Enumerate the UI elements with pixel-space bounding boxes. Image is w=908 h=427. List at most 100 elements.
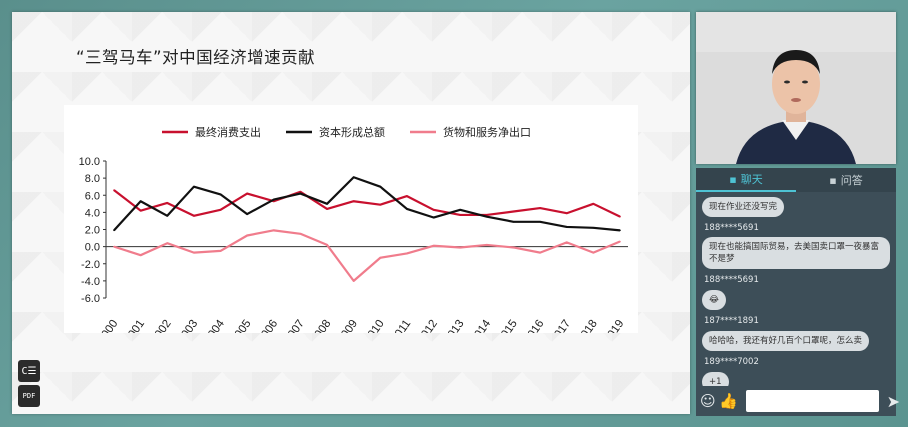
series-line-1 xyxy=(113,176,621,232)
data-point xyxy=(352,200,355,203)
chat-username: 188****5691 xyxy=(704,223,759,233)
data-point xyxy=(565,241,568,244)
data-point xyxy=(299,192,302,195)
x-tick-label: 2008 xyxy=(309,318,334,333)
emoji-icon[interactable]: ☺ xyxy=(700,392,716,410)
data-point xyxy=(193,185,195,188)
x-tick-label: 2018 xyxy=(575,318,600,333)
chat-input-bar: ☺ 👍 ➤ xyxy=(696,386,900,416)
data-point xyxy=(246,234,248,237)
data-point xyxy=(619,215,621,218)
x-tick-label: 2010 xyxy=(362,318,387,333)
data-point xyxy=(459,209,462,211)
tool1-label: C☰ xyxy=(21,365,37,377)
x-tick-label: 2016 xyxy=(522,318,547,333)
tab-qa-label: 问答 xyxy=(840,174,863,187)
x-tick-label: 2019 xyxy=(602,318,627,333)
x-tick-label: 2003 xyxy=(176,318,201,333)
x-tick-label: 2015 xyxy=(495,318,520,333)
y-tick-label: -4.0 xyxy=(81,276,100,288)
chat-message: +1 xyxy=(702,369,890,386)
data-point xyxy=(299,191,302,193)
y-tick-label: -6.0 xyxy=(81,293,100,305)
x-tick-label: 2004 xyxy=(202,317,227,333)
data-point xyxy=(512,246,515,249)
presenter-illustration xyxy=(696,12,896,164)
x-tick-label: 2009 xyxy=(336,318,361,333)
line-chart: 10.0 8.0 6.0 4.0 2.0 0.0 -2.0 -4.0 -6.0 2000 2001 2… xyxy=(64,105,638,333)
chat-message-bubble: 哈哈哈，我还有好几百个口罩呢，怎么卖 xyxy=(702,331,870,351)
data-point xyxy=(113,189,115,191)
chat-message: 😂 xyxy=(702,287,890,312)
x-tick-label: 2005 xyxy=(229,318,254,333)
chat-input[interactable] xyxy=(745,390,879,412)
x-tick-label: 2006 xyxy=(256,318,281,333)
data-point xyxy=(193,251,195,254)
data-point xyxy=(139,209,142,212)
data-point xyxy=(219,193,222,196)
data-point xyxy=(379,185,382,188)
presenter-video xyxy=(696,12,896,164)
data-point xyxy=(139,200,142,203)
data-point xyxy=(219,209,222,211)
data-point xyxy=(432,244,435,247)
data-point xyxy=(592,251,595,254)
data-point xyxy=(352,176,355,179)
tab-qa[interactable]: ▪ 问答 xyxy=(796,168,896,192)
tab-chat-label: 聊天 xyxy=(740,173,763,186)
chat-bubble-icon: ▪ xyxy=(729,172,737,186)
data-point xyxy=(272,198,275,201)
data-point xyxy=(592,203,595,205)
x-tick-label: 2002 xyxy=(149,318,174,333)
data-point xyxy=(166,215,169,217)
chat-message: 现在作业还没写完 xyxy=(702,194,890,219)
data-point xyxy=(139,254,142,256)
data-point xyxy=(379,203,382,206)
chat-panel: ▪ 聊天 ▪ 问答 现在作业还没写完 188****5691 现在也能搞国际贸易，去… xyxy=(696,168,900,416)
data-point xyxy=(459,214,462,216)
thumbs-up-icon[interactable]: 👍 xyxy=(719,392,738,410)
data-point xyxy=(113,245,115,248)
data-point xyxy=(326,244,328,246)
y-tick-label: 2.0 xyxy=(85,225,100,237)
chat-username: 189****7002 xyxy=(704,357,759,367)
data-point xyxy=(592,226,595,229)
chat-tabs: ▪ 聊天 ▪ 问答 xyxy=(696,168,896,192)
x-tick-label: 2017 xyxy=(549,318,574,333)
data-point xyxy=(486,214,488,216)
y-tick-label: 8.0 xyxy=(85,173,100,185)
y-tick-label: 0.0 xyxy=(85,242,100,254)
x-tick-label: 2013 xyxy=(442,318,467,333)
data-point xyxy=(166,202,169,204)
tab-chat[interactable]: ▪ 聊天 xyxy=(696,168,796,192)
tool2-label: PDF xyxy=(22,392,36,400)
data-point xyxy=(406,195,408,197)
chat-message: 哈哈哈，我还有好几百个口罩呢，怎么卖 xyxy=(702,328,890,353)
data-point xyxy=(299,232,302,235)
data-point xyxy=(539,220,541,223)
text-list-icon[interactable]: C☰ xyxy=(18,360,40,382)
chat-message: 现在也能搞国际贸易，去美国卖口罩一夜暴富不是梦 xyxy=(702,235,890,271)
chat-message-bubble: 😂 xyxy=(702,290,726,310)
data-point xyxy=(619,229,621,232)
chat-message-list[interactable]: 现在作业还没写完 188****5691 现在也能搞国际贸易，去美国卖口罩一夜暴富不… xyxy=(696,192,896,386)
chat-message-bubble: +1 xyxy=(702,372,729,386)
legend-label: 货物和服务净出口 xyxy=(443,125,531,139)
data-point xyxy=(512,220,515,223)
data-point xyxy=(113,229,115,232)
data-point xyxy=(432,209,435,211)
data-point xyxy=(193,215,195,217)
data-point xyxy=(219,250,222,252)
pdf-icon[interactable]: PDF xyxy=(18,385,40,407)
series-line-2 xyxy=(113,229,621,282)
send-icon[interactable]: ➤ xyxy=(886,391,901,411)
chat-message-bubble: 现在作业还没写完 xyxy=(702,197,785,217)
y-tick-label: 10.0 xyxy=(79,156,100,168)
data-point xyxy=(619,240,621,243)
data-point xyxy=(565,226,568,228)
data-point xyxy=(379,256,382,259)
x-tick-label: 2001 xyxy=(123,318,148,333)
slide-title: “三驾马车”对中国经济增速贡献 xyxy=(76,48,316,67)
data-point xyxy=(539,207,541,209)
